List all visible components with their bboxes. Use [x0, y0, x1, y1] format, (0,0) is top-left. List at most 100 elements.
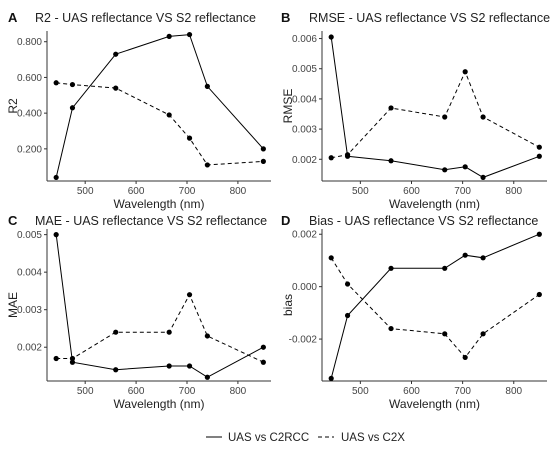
data-point-c2x — [260, 359, 266, 365]
y-tick-label: 0.005 — [17, 230, 42, 241]
y-tick-label: 0.200 — [17, 144, 42, 155]
x-tick-label: 500 — [352, 386, 369, 397]
data-point-c2rcc — [69, 359, 76, 365]
panel-letter: D — [281, 213, 290, 228]
data-point-c2x — [536, 144, 542, 150]
y-tick-label: 0.400 — [17, 109, 42, 120]
data-point-c2rcc — [388, 158, 394, 164]
series-line-c2rcc — [330, 233, 540, 379]
data-point-c2x — [344, 281, 351, 287]
x-tick-label: 700 — [179, 186, 196, 197]
x-axis-label: Wavelength (nm) — [114, 197, 205, 211]
y-tick-label: 0.004 — [17, 268, 42, 279]
data-point-c2rcc — [53, 174, 59, 181]
x-tick-label: 500 — [352, 186, 369, 197]
data-point-c2x — [204, 162, 210, 168]
data-point-c2x — [328, 155, 334, 161]
panel-a: A R2 - UAS reflectance VS S2 reflectance 5… — [6, 10, 271, 211]
data-point-c2x — [462, 354, 468, 361]
data-point-c2x — [480, 114, 486, 120]
y-tick-label: 0.002 — [292, 155, 317, 166]
data-point-c2x — [69, 81, 76, 88]
x-axis-label: Wavelength (nm) — [389, 397, 480, 411]
x-tick-label: 500 — [77, 186, 94, 197]
x-tick-label: 500 — [77, 386, 94, 397]
data-point-c2x — [480, 331, 486, 337]
data-point-c2rcc — [113, 367, 119, 373]
legend-label-c2x: UAS vs C2X — [341, 432, 405, 444]
data-point-c2x — [442, 331, 448, 337]
panel-title: MAE - UAS reflectance VS S2 reflectance — [35, 214, 267, 228]
data-point-c2rcc — [69, 105, 76, 111]
x-tick-label: 800 — [505, 386, 522, 397]
series-line-c2rcc — [330, 36, 540, 178]
data-point-c2rcc — [536, 231, 542, 237]
data-point-c2rcc — [204, 83, 210, 89]
y-tick-label: 0.800 — [17, 37, 42, 48]
data-point-c2rcc — [204, 374, 210, 380]
series-line-c2rcc — [55, 34, 264, 178]
data-point-c2rcc — [328, 34, 334, 40]
data-point-c2rcc — [166, 33, 172, 39]
x-axis-label: Wavelength (nm) — [114, 397, 205, 411]
data-point-c2x — [204, 333, 210, 339]
panel-letter: B — [281, 10, 290, 25]
y-tick-label: 0.003 — [292, 125, 317, 136]
y-tick-label: 0.002 — [292, 230, 317, 241]
y-axis-label: MAE — [6, 292, 20, 318]
data-point-c2x — [166, 329, 172, 335]
data-point-c2rcc — [536, 153, 542, 159]
data-point-c2x — [462, 69, 468, 75]
data-point-c2x — [442, 114, 448, 120]
series-line-c2x — [56, 293, 264, 363]
panel-title: RMSE - UAS reflectance VS S2 reflectance — [309, 11, 550, 25]
data-point-c2x — [328, 255, 334, 261]
x-axis-label: Wavelength (nm) — [389, 197, 480, 211]
x-tick-label: 600 — [128, 186, 145, 197]
x-tick-label: 600 — [128, 386, 145, 397]
y-axis-label: bias — [281, 294, 295, 316]
panel-title: Bias - UAS reflectance VS S2 reflectance — [309, 214, 538, 228]
x-tick-label: 700 — [179, 386, 196, 397]
data-point-c2rcc — [260, 146, 266, 152]
data-point-c2x — [166, 112, 172, 118]
data-point-c2rcc — [186, 31, 193, 38]
x-tick-label: 600 — [403, 186, 420, 197]
series-line-c2x — [331, 70, 540, 159]
panel-c: C MAE - UAS reflectance VS S2 reflectance… — [6, 213, 271, 411]
data-point-c2x — [113, 85, 119, 91]
panel-title: R2 - UAS reflectance VS S2 reflectance — [35, 11, 256, 25]
data-point-c2x — [113, 329, 119, 335]
x-tick-label: 600 — [403, 386, 420, 397]
data-point-c2rcc — [113, 51, 119, 57]
legend-label-c2rcc: UAS vs C2RCC — [228, 432, 309, 444]
y-tick-label: 0.000 — [292, 282, 317, 293]
series-line-c2x — [330, 257, 540, 359]
data-point-c2rcc — [186, 363, 193, 369]
data-point-c2x — [69, 355, 76, 362]
data-point-c2rcc — [462, 252, 468, 258]
data-point-c2rcc — [480, 255, 486, 261]
y-tick-label: 0.004 — [292, 94, 317, 105]
data-point-c2rcc — [442, 265, 448, 271]
data-point-c2rcc — [328, 375, 334, 381]
data-point-c2x — [53, 80, 59, 86]
panel-letter: A — [8, 10, 18, 25]
data-point-c2rcc — [480, 174, 486, 180]
x-tick-label: 800 — [505, 186, 522, 197]
y-tick-label: 0.005 — [292, 64, 317, 75]
data-point-c2rcc — [260, 344, 266, 350]
x-tick-label: 700 — [454, 186, 471, 197]
data-point-c2rcc — [53, 232, 59, 238]
data-point-c2rcc — [388, 265, 394, 271]
data-point-c2rcc — [442, 167, 448, 173]
series-line-c2x — [56, 82, 264, 166]
data-point-c2x — [260, 158, 266, 164]
data-point-c2x — [344, 152, 351, 158]
panel-letter: C — [8, 213, 18, 228]
data-point-c2x — [186, 135, 193, 141]
y-tick-label: 0.003 — [17, 305, 42, 316]
panel-b: B RMSE - UAS reflectance VS S2 reflectanc… — [281, 10, 550, 211]
y-axis-label: R2 — [6, 98, 20, 114]
